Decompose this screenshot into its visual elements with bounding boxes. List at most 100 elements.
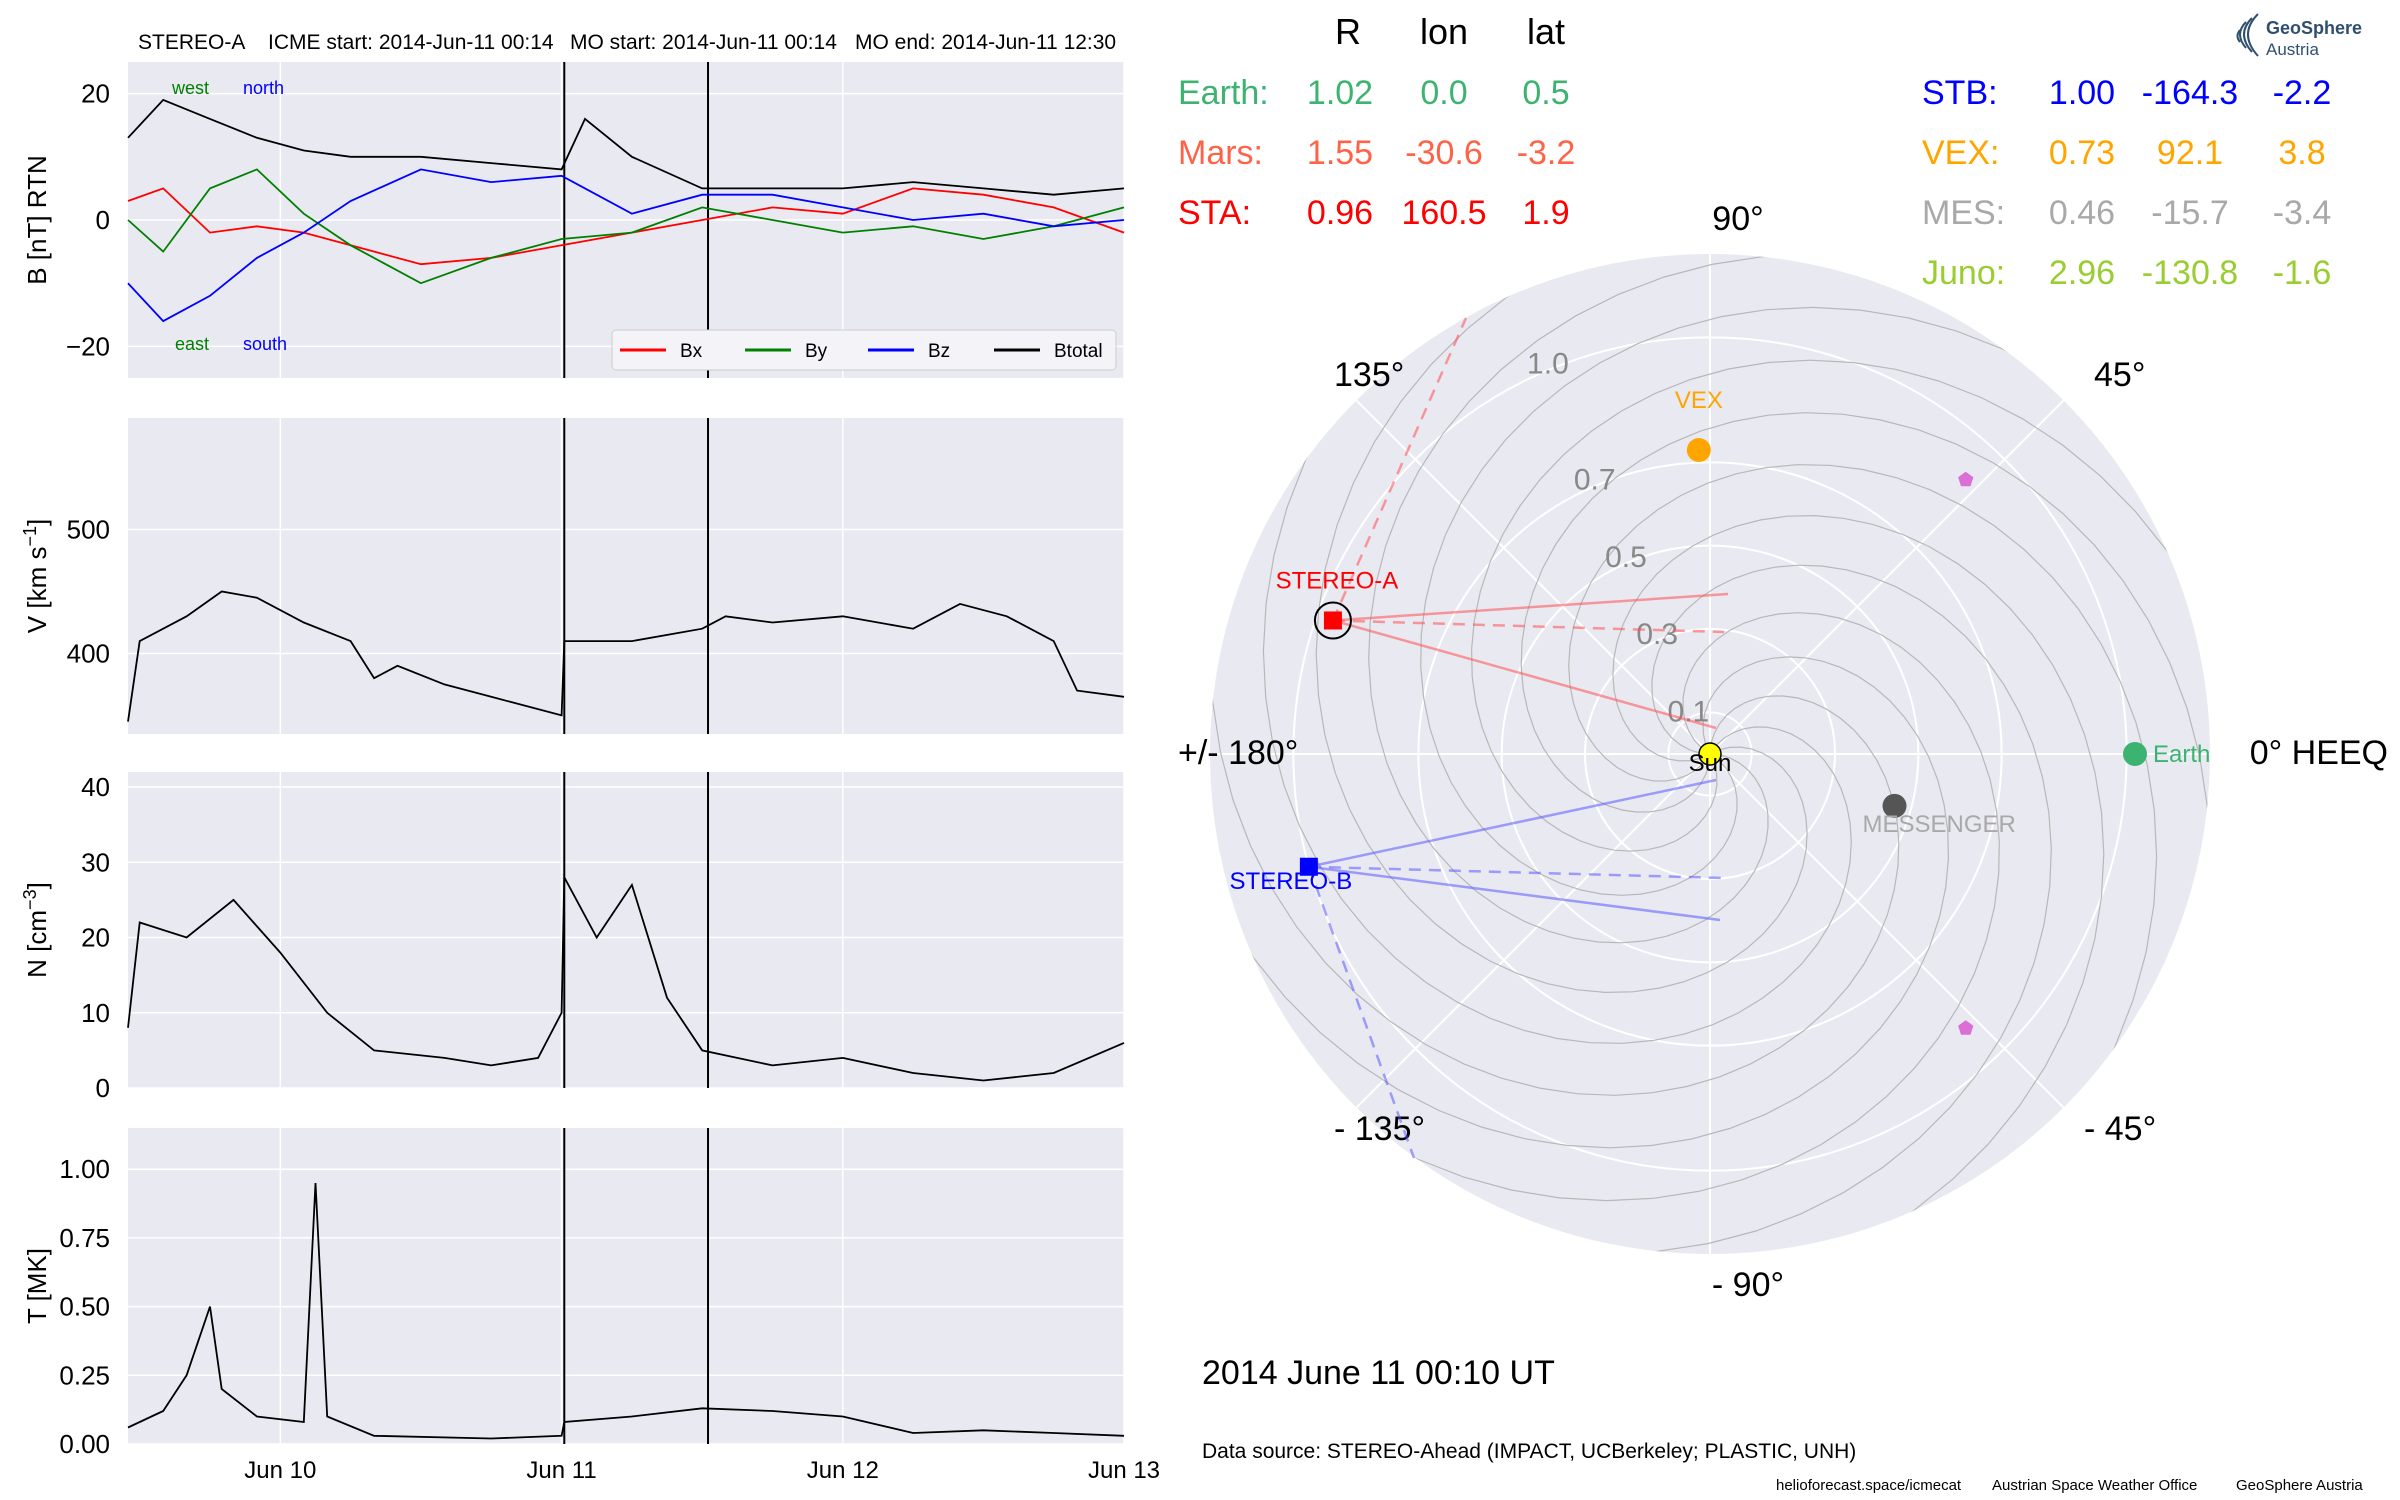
panel-background xyxy=(128,1128,1124,1444)
table-cell-r: 1.55 xyxy=(1307,134,1373,172)
angle-label: 45° xyxy=(2094,356,2145,394)
stereo-a-fov-line xyxy=(1332,592,1729,622)
radial-tick-label: 0.7 xyxy=(1574,464,1616,497)
table-cell-lon: 0.0 xyxy=(1420,74,1467,112)
annotation-north: north xyxy=(243,78,284,98)
stereo-b-marker xyxy=(1299,857,1318,876)
table-header: R xyxy=(1335,11,1361,52)
stereo-b-fov-line xyxy=(1308,865,1721,922)
header-spacecraft: STEREO-A xyxy=(138,31,245,54)
angle-label: 135° xyxy=(1334,356,1404,394)
panel-background xyxy=(128,772,1124,1088)
stereo-a-earth-direction-line xyxy=(1331,317,1468,621)
y-tick-label: 0.25 xyxy=(59,1360,110,1390)
series-line-btotal xyxy=(127,98,1125,196)
sun-marker xyxy=(1698,742,1722,766)
angular-gridline xyxy=(1709,753,2065,1109)
table-cell-lat: -3.4 xyxy=(2273,194,2332,232)
angle-label: +/- 180° xyxy=(1178,734,1298,772)
table-cell-lon: 160.5 xyxy=(1401,194,1486,232)
table-cell-r: 0.96 xyxy=(1307,194,1373,232)
y-tick-label: 10 xyxy=(81,998,110,1028)
x-tick-label: Jun 13 xyxy=(1088,1457,1160,1484)
y-tick-label: 0 xyxy=(96,1073,110,1103)
annotation-east: east xyxy=(175,334,209,354)
table-cell-lat: 0.5 xyxy=(1522,74,1569,112)
table-row-name: Mars: xyxy=(1178,134,1263,172)
series-line-by xyxy=(127,168,1125,285)
table-cell-lon: -15.7 xyxy=(2151,194,2229,232)
x-tick-label: Jun 10 xyxy=(244,1457,316,1484)
angular-gridline xyxy=(1355,753,1711,1109)
radial-tick-label: 0.3 xyxy=(1636,618,1678,651)
legend: Bx By Bz Btotal xyxy=(611,329,1117,371)
messenger-label: MESSENGER xyxy=(1863,811,2016,838)
stereo-b-fov-line xyxy=(1308,778,1717,868)
y-axis-label: T [MK] xyxy=(22,1248,52,1324)
series-line-data xyxy=(127,873,1125,1082)
table-cell-lat: -2.2 xyxy=(2273,74,2332,112)
y-tick-label: 0 xyxy=(96,205,110,235)
series-line-data xyxy=(127,590,1125,722)
header-mo-start: MO start: 2014-Jun-11 00:14 xyxy=(570,31,837,54)
angle-label: 90° xyxy=(1712,200,1763,238)
stereo-a-marker xyxy=(1323,611,1342,630)
series-line-bx xyxy=(127,187,1125,266)
footer-org: GeoSphere Austria xyxy=(2236,1477,2363,1494)
parker-spiral-line xyxy=(1470,359,2210,1197)
footer-url: helioforecast.space/icmecat xyxy=(1776,1477,1962,1494)
table-cell-lat: -1.6 xyxy=(2273,254,2332,292)
legend-box xyxy=(611,329,1117,371)
earth-marker xyxy=(2123,742,2147,766)
table-row-name: STA: xyxy=(1178,194,1251,232)
table-row-name: VEX: xyxy=(1922,134,1999,172)
parker-spiral-line xyxy=(1210,311,1950,1149)
y-tick-label: 0.50 xyxy=(59,1292,110,1322)
panel-background xyxy=(128,418,1124,734)
angle-label: - 135° xyxy=(1334,1110,1425,1148)
table-row-name: MES: xyxy=(1922,194,2005,232)
angular-gridline xyxy=(1709,399,2065,755)
y-tick-label: 1.00 xyxy=(59,1154,110,1184)
y-tick-label: 0.00 xyxy=(59,1429,110,1459)
table-cell-r: 2.96 xyxy=(2049,254,2115,292)
y-axis-label: V [km s−1] xyxy=(20,519,52,633)
parker-spiral-line xyxy=(1315,254,2153,994)
y-tick-label: 400 xyxy=(67,638,110,668)
logo-line1: GeoSphere xyxy=(2266,18,2362,38)
legend-label-bx: Bx xyxy=(680,341,703,362)
stereo-a-highlight-ring xyxy=(1313,601,1352,640)
panel-2: 400 500 V [km s−1] xyxy=(20,418,1125,734)
annotation-west: west xyxy=(171,78,209,98)
stereo-a-label: STEREO-A xyxy=(1276,567,1399,594)
table-cell-r: 1.02 xyxy=(1307,74,1373,112)
angle-label: - 45° xyxy=(2084,1110,2156,1148)
series-line-bz xyxy=(127,168,1125,323)
legend-label-bz: Bz xyxy=(928,341,950,362)
table-cell-lat: 1.9 xyxy=(1522,194,1569,232)
x-tick-label: Jun 12 xyxy=(807,1457,879,1484)
table-row-name: Juno: xyxy=(1922,254,2005,292)
pentagon-marker xyxy=(1958,471,1974,487)
table-cell-lon: -30.6 xyxy=(1405,134,1483,172)
y-tick-label: 0.75 xyxy=(59,1223,110,1253)
sun-label: Sun xyxy=(1689,750,1732,777)
polar-time-label: 2014 June 11 00:10 UT xyxy=(1202,1354,1555,1392)
stereo-a-fov-line xyxy=(1332,619,1717,730)
table-cell-lat: 3.8 xyxy=(2278,134,2325,172)
y-tick-label: −20 xyxy=(66,331,110,361)
table-row-name: STB: xyxy=(1922,74,1998,112)
time-series-panels: −20 0 20 B [nT] RTN west north east south Bx By Bz… xyxy=(20,62,1160,1484)
table-header: lon xyxy=(1420,11,1468,52)
angle-label: - 90° xyxy=(1712,1266,1784,1304)
logo-line2: Austria xyxy=(2266,40,2319,59)
earth-label: Earth xyxy=(2153,741,2210,768)
vex-label: VEX xyxy=(1675,387,1723,414)
pentagon-marker xyxy=(1958,1020,1974,1035)
stereo-b-label: STEREO-B xyxy=(1230,868,1353,895)
y-tick-label: 30 xyxy=(81,847,110,877)
y-tick-label: 20 xyxy=(81,79,110,109)
stereo-a-fov-dashed-line xyxy=(1332,619,1725,634)
y-axis-label: B [nT] RTN xyxy=(22,155,52,285)
